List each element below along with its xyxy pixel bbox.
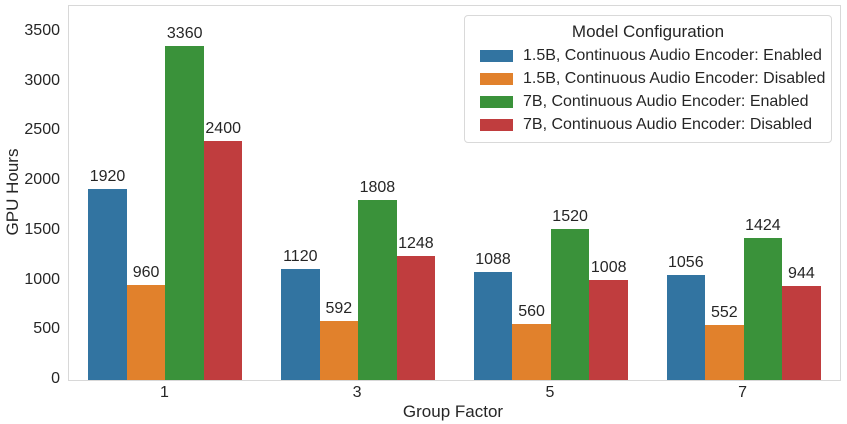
bar bbox=[550, 229, 590, 380]
bar-value-label: 1008 bbox=[590, 259, 627, 276]
y-tick-label: 1500 bbox=[24, 220, 60, 238]
y-tick-label: 0 bbox=[51, 370, 60, 387]
bar-value-label: 1520 bbox=[552, 208, 588, 225]
legend-item: 7B, Continuous Audio Encoder: Disabled bbox=[471, 113, 825, 136]
bar bbox=[705, 325, 744, 380]
y-axis-label: GPU Hours bbox=[3, 148, 22, 236]
bar-value-label: 592 bbox=[325, 300, 353, 317]
y-tick-label: 1000 bbox=[24, 270, 60, 288]
legend-item-label: 1.5B, Continuous Audio Encoder: Enabled bbox=[523, 46, 822, 64]
bar-value-label: 552 bbox=[710, 304, 738, 321]
y-tick-label: 3000 bbox=[24, 71, 60, 89]
bar-value-label: 944 bbox=[788, 265, 815, 282]
bar bbox=[319, 321, 359, 380]
legend-swatch-icon bbox=[480, 95, 513, 108]
legend: Model Configuration 1.5B, Continuous Aud… bbox=[464, 15, 832, 143]
bar-value-label: 1120 bbox=[283, 248, 318, 265]
bar bbox=[203, 141, 243, 380]
bar-value-label: 1920 bbox=[89, 168, 126, 185]
y-tick-label: 2500 bbox=[24, 121, 60, 139]
bar bbox=[589, 280, 628, 380]
bar bbox=[666, 275, 706, 380]
bar bbox=[396, 256, 436, 380]
bar-value-label: 3360 bbox=[166, 25, 203, 42]
x-axis-label: Group Factor bbox=[402, 402, 504, 421]
bar-value-label: 1056 bbox=[668, 254, 704, 271]
bar bbox=[512, 324, 551, 380]
bar-value-label: 960 bbox=[132, 264, 160, 281]
bar bbox=[782, 286, 821, 380]
bar bbox=[126, 285, 166, 380]
bar bbox=[165, 46, 204, 380]
x-tick-label: 5 bbox=[545, 384, 555, 401]
legend-item: 7B, Continuous Audio Encoder: Enabled bbox=[471, 90, 825, 113]
legend-swatch-icon bbox=[480, 49, 513, 62]
bar bbox=[743, 238, 783, 380]
y-tick-label: 500 bbox=[33, 320, 60, 338]
legend-item-label: 7B, Continuous Audio Encoder: Disabled bbox=[523, 115, 813, 133]
y-tick-label: 3500 bbox=[24, 21, 60, 39]
legend-items: 1.5B, Continuous Audio Encoder: Enabled 1… bbox=[471, 44, 825, 136]
x-tick-label: 3 bbox=[352, 384, 362, 401]
x-tick-label: 7 bbox=[738, 384, 748, 401]
x-tick-label: 1 bbox=[159, 384, 169, 401]
bar bbox=[358, 200, 397, 380]
bar-value-label: 1808 bbox=[359, 179, 396, 196]
bar-value-label: 1248 bbox=[398, 235, 434, 252]
legend-item: 1.5B, Continuous Audio Encoder: Enabled bbox=[471, 44, 825, 67]
bar-value-label: 1424 bbox=[745, 217, 781, 234]
bar-value-label: 1088 bbox=[475, 251, 511, 268]
legend-item-label: 7B, Continuous Audio Encoder: Enabled bbox=[523, 92, 809, 110]
bar bbox=[473, 272, 513, 380]
legend-swatch-icon bbox=[480, 72, 513, 85]
legend-swatch-icon bbox=[480, 118, 513, 131]
bar bbox=[88, 189, 127, 380]
legend-title: Model Configuration bbox=[571, 22, 725, 41]
legend-item: 1.5B, Continuous Audio Encoder: Disabled bbox=[471, 67, 825, 90]
bar bbox=[281, 269, 320, 380]
bar-value-label: 560 bbox=[518, 303, 545, 320]
y-tick-label: 2000 bbox=[24, 171, 60, 189]
bar-value-label: 2400 bbox=[205, 120, 241, 137]
legend-item-label: 1.5B, Continuous Audio Encoder: Disabled bbox=[523, 69, 826, 87]
